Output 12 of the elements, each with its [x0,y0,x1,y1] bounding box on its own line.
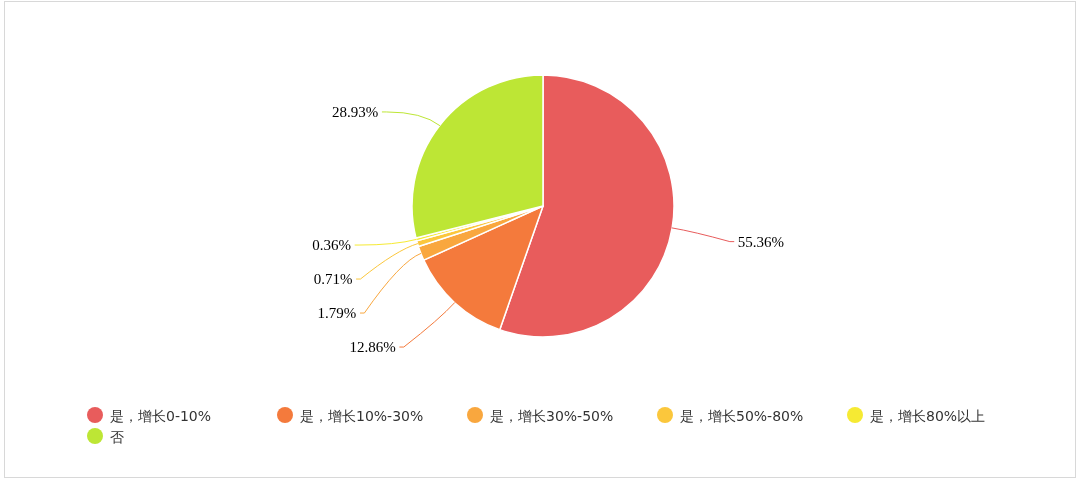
legend-label: 是，增长0-10% [110,408,212,424]
legend-label: 是，增长50%-80% [680,408,804,424]
legend-label: 是，增长10%-30% [300,408,424,424]
data-label: 28.93% [332,103,379,120]
data-label: 0.71% [313,271,353,288]
legend-label: 是，增长30%-50% [490,408,614,424]
legend-label: 是，增长80%以上 [870,408,986,424]
data-label: 0.36% [312,237,352,254]
data-label: 1.79% [317,305,357,322]
legend-label: 否 [110,429,124,445]
data-label: 55.36% [737,233,785,250]
data-label: 12.86% [349,339,396,356]
